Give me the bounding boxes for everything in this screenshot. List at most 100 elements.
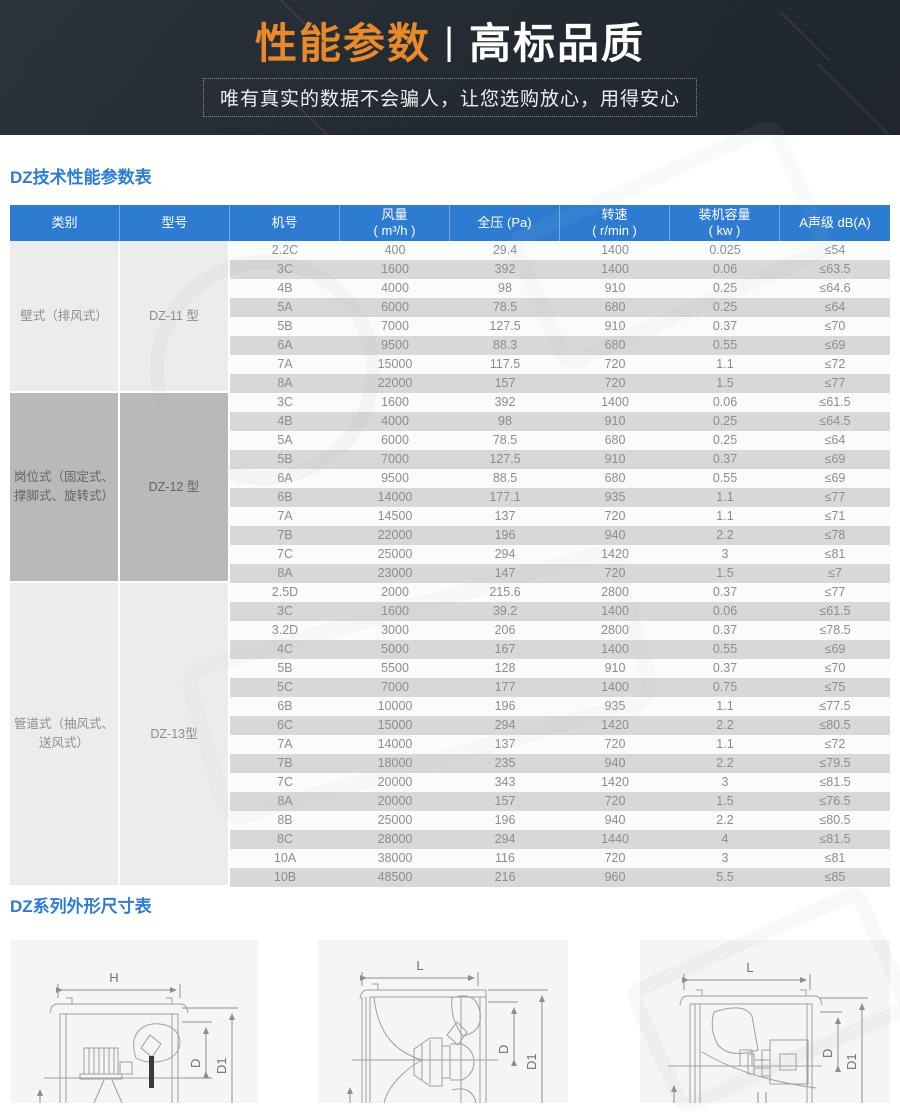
cell: 78.5 (450, 431, 560, 450)
cell: 0.06 (670, 602, 780, 621)
cell: 0.06 (670, 393, 780, 412)
cell: 1600 (340, 260, 450, 279)
cell: ≤81 (780, 849, 890, 868)
cell: 7000 (340, 317, 450, 336)
cell: 0.37 (670, 621, 780, 640)
cell: 14500 (340, 507, 450, 526)
column-header: 转速( r/min ) (560, 205, 670, 241)
dim-label-d: D (820, 1049, 835, 1058)
cell: 22000 (340, 526, 450, 545)
cell: 5A (230, 298, 340, 317)
dim-label-d: D (496, 1045, 511, 1054)
cell: 940 (560, 754, 670, 773)
table-row: 5B 7000 127.5 910 0.37 ≤70 (10, 317, 890, 336)
cell: 29.4 (450, 241, 560, 260)
cell: 14000 (340, 735, 450, 754)
cell: 206 (450, 621, 560, 640)
cell: 1.5 (670, 374, 780, 393)
cell: 157 (450, 792, 560, 811)
cell: 0.25 (670, 298, 780, 317)
cell: 1400 (560, 260, 670, 279)
cell: 1400 (560, 393, 670, 412)
cell: 3 (670, 773, 780, 792)
cell: 8A (230, 374, 340, 393)
dim-label-l: L (746, 960, 753, 975)
cell: 1420 (560, 716, 670, 735)
cell: 7B (230, 526, 340, 545)
cell: 343 (450, 773, 560, 792)
spec-table: 类别 型号 机号 风量( m³/h ) 全压 (Pa) 转速( r/min ) 装机容量( … (10, 205, 890, 887)
cell: 127.5 (450, 317, 560, 336)
cell: 400 (340, 241, 450, 260)
cell: 20000 (340, 792, 450, 811)
cell: 6000 (340, 431, 450, 450)
table-row: 6A 9500 88.3 680 0.55 ≤69 (10, 336, 890, 355)
dimension-drawing-wall-type: H D (10, 940, 258, 1103)
cell: 0.37 (670, 317, 780, 336)
cell: 2.2 (670, 811, 780, 830)
cell: 5000 (340, 640, 450, 659)
cell: 910 (560, 279, 670, 298)
table-row: 8A 22000 157 720 1.5 ≤77 (10, 374, 890, 393)
cell: 28000 (340, 830, 450, 849)
cell: 910 (560, 450, 670, 469)
cell: 0.37 (670, 450, 780, 469)
cell: 15000 (340, 716, 450, 735)
banner-title-rest: 高标品质 (468, 19, 645, 67)
cell: 0.55 (670, 336, 780, 355)
cell: ≤77.5 (780, 697, 890, 716)
banner-title-highlight: 性能参数 (255, 19, 432, 67)
cell: 5B (230, 450, 340, 469)
cell: 720 (560, 507, 670, 526)
table-row: 7C 25000 294 1420 3 ≤81 (10, 545, 890, 564)
cell: ≤54 (780, 241, 890, 260)
cell: 2000 (340, 583, 450, 602)
cell: 720 (560, 849, 670, 868)
cell: 8A (230, 564, 340, 583)
fan-side-view-drawing: L D (347, 958, 548, 1103)
cell: 196 (450, 697, 560, 716)
table-row: 6C 15000 294 1420 2.2 ≤80.5 (10, 716, 890, 735)
category-cell: 壁式（排风式） (10, 241, 120, 393)
dimension-panels: H D (10, 940, 890, 1103)
cell: ≤7 (780, 564, 890, 583)
cell: 1400 (560, 602, 670, 621)
cell: 137 (450, 735, 560, 754)
table-row: 8B 25000 196 940 2.2 ≤80.5 (10, 811, 890, 830)
table-row: 5B 7000 127.5 910 0.37 ≤69 (10, 450, 890, 469)
cell: 147 (450, 564, 560, 583)
cell: 157 (450, 374, 560, 393)
cell: 167 (450, 640, 560, 659)
cell: ≤80.5 (780, 811, 890, 830)
dims-table-heading: DZ系列外形尺寸表 (10, 897, 152, 916)
banner-title: 性能参数 | 高标品质 (255, 19, 645, 67)
cell: 6C (230, 716, 340, 735)
cell: 4000 (340, 412, 450, 431)
cell: 910 (560, 317, 670, 336)
cell: 177.1 (450, 488, 560, 507)
cell: 940 (560, 526, 670, 545)
table-row: 壁式（排风式） DZ-11 型 2.2C 400 29.4 1400 0.025 ≤54 (10, 241, 890, 393)
cell: 2800 (560, 583, 670, 602)
cell: 6A (230, 336, 340, 355)
cell: 127.5 (450, 450, 560, 469)
column-header: 风量( m³/h ) (340, 205, 450, 241)
cell: 196 (450, 526, 560, 545)
cell: 137 (450, 507, 560, 526)
cell: 6B (230, 697, 340, 716)
cell: 294 (450, 716, 560, 735)
table-row: 3C 1600 39.2 1400 0.06 ≤61.5 (10, 602, 890, 621)
cell: ≤79.5 (780, 754, 890, 773)
cell: 4C (230, 640, 340, 659)
cell: 1600 (340, 602, 450, 621)
fan-side-view-drawing: L D (668, 960, 868, 1103)
cell: 1600 (340, 393, 450, 412)
cell: 4B (230, 412, 340, 431)
cell: 14000 (340, 488, 450, 507)
cell: 8B (230, 811, 340, 830)
cell: ≤61.5 (780, 602, 890, 621)
cell: 910 (560, 659, 670, 678)
cell: 0.25 (670, 412, 780, 431)
cell: 6000 (340, 298, 450, 317)
cell: 392 (450, 260, 560, 279)
